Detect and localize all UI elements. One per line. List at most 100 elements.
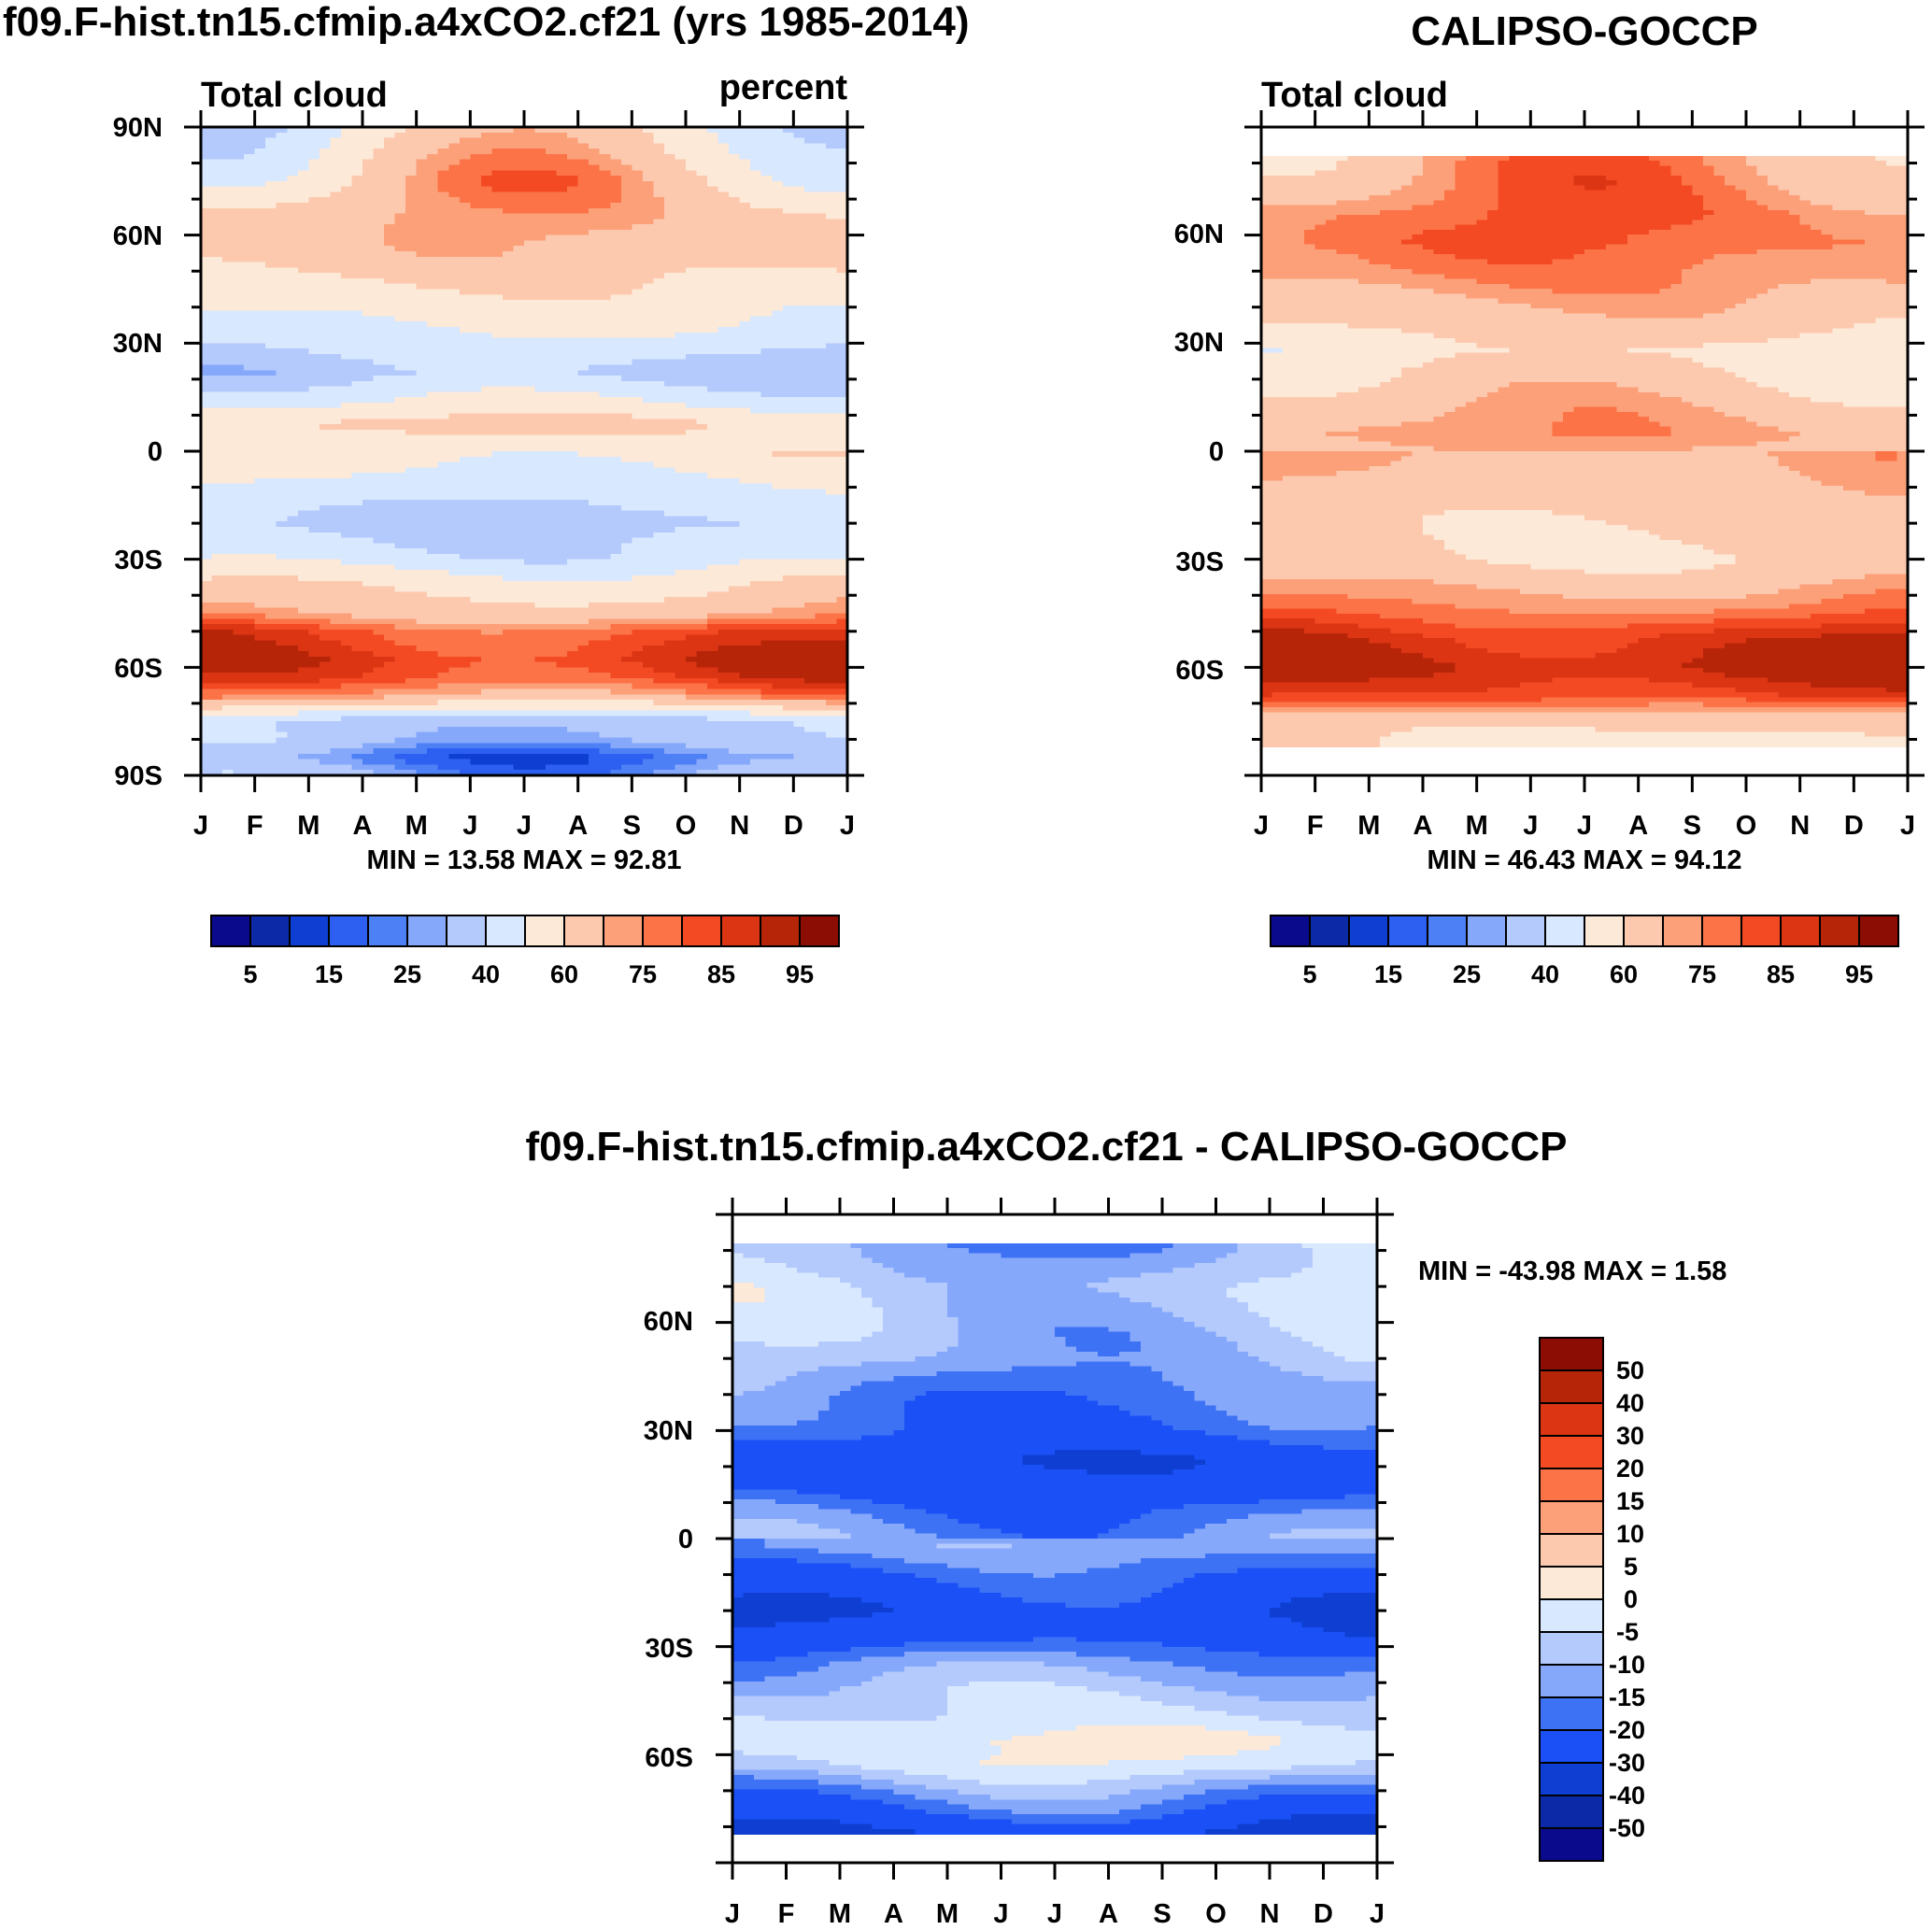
contour-cell bbox=[589, 532, 600, 538]
contour-cell bbox=[578, 224, 590, 230]
contour-cell bbox=[750, 532, 761, 538]
contour-cell bbox=[750, 381, 761, 387]
contour-cell bbox=[653, 257, 664, 263]
contour-cell bbox=[686, 414, 697, 419]
contour-cell bbox=[201, 311, 212, 317]
contour-cell bbox=[427, 516, 438, 521]
contour-cell bbox=[804, 532, 816, 538]
contour-cell bbox=[481, 527, 492, 532]
contour-cell bbox=[265, 251, 277, 257]
contour-cell bbox=[546, 430, 557, 435]
contour-cell bbox=[707, 397, 718, 403]
contour-cell bbox=[201, 424, 212, 430]
contour-cell bbox=[320, 554, 331, 560]
contour-cell bbox=[491, 257, 503, 263]
contour-cell bbox=[341, 391, 352, 397]
contour-cell bbox=[438, 414, 449, 419]
contour-cell bbox=[438, 143, 449, 149]
contour-cell bbox=[384, 370, 395, 376]
contour-cell bbox=[298, 484, 309, 490]
contour-cell bbox=[513, 311, 524, 317]
contour-cell bbox=[287, 435, 298, 441]
contour-cell bbox=[438, 278, 449, 284]
contour-cell bbox=[265, 397, 277, 403]
contour-cell bbox=[448, 230, 460, 235]
contour-cell bbox=[610, 278, 621, 284]
contour-cell bbox=[686, 467, 697, 473]
contour-cell bbox=[234, 554, 245, 560]
contour-cell bbox=[460, 300, 471, 305]
contour-cell bbox=[460, 451, 471, 457]
contour-cell bbox=[470, 311, 481, 317]
contour-cell bbox=[826, 133, 837, 138]
contour-cell bbox=[783, 527, 794, 532]
contour-cell bbox=[589, 376, 600, 381]
contour-cell bbox=[653, 230, 664, 235]
contour-cell bbox=[707, 197, 718, 203]
contour-cell bbox=[653, 408, 664, 414]
contour-cell bbox=[255, 408, 266, 414]
contour-cell bbox=[815, 284, 826, 290]
contour-cell bbox=[686, 543, 697, 548]
contour-cell bbox=[524, 403, 535, 408]
contour-cell bbox=[664, 451, 675, 457]
contour-cell bbox=[783, 462, 794, 468]
contour-cell bbox=[686, 348, 697, 354]
contour-cell bbox=[405, 500, 417, 505]
contour-cell bbox=[804, 462, 816, 468]
contour-cell bbox=[222, 187, 234, 192]
contour-cell bbox=[470, 516, 481, 521]
contour-cell bbox=[320, 446, 331, 451]
contour-cell bbox=[460, 154, 471, 160]
contour-cell bbox=[460, 354, 471, 360]
contour-cell bbox=[707, 419, 718, 424]
contour-cell bbox=[362, 290, 374, 295]
contour-cell bbox=[524, 294, 535, 300]
contour-cell bbox=[546, 408, 557, 414]
contour-cell bbox=[212, 354, 223, 360]
contour-cell bbox=[448, 564, 460, 570]
contour-cell bbox=[643, 516, 654, 521]
contour-cell bbox=[621, 160, 632, 165]
contour-cell bbox=[740, 197, 751, 203]
contour-cell bbox=[653, 381, 664, 387]
contour-cell bbox=[330, 284, 341, 290]
contour-cell bbox=[675, 360, 686, 365]
contour-cell bbox=[470, 160, 481, 165]
contour-cell bbox=[535, 164, 547, 170]
contour-cell bbox=[384, 149, 395, 154]
contour-cell bbox=[427, 548, 438, 554]
contour-cell bbox=[362, 424, 374, 430]
contour-cell bbox=[793, 251, 804, 257]
contour-cell bbox=[298, 478, 309, 484]
contour-cell bbox=[826, 305, 837, 311]
contour-cell bbox=[535, 267, 547, 273]
contour-cell bbox=[610, 543, 621, 548]
contour-cell bbox=[664, 473, 675, 478]
contour-cell bbox=[578, 511, 590, 517]
contour-cell bbox=[244, 554, 255, 560]
contour-cell bbox=[320, 440, 331, 446]
contour-cell bbox=[341, 224, 352, 230]
contour-cell bbox=[351, 451, 362, 457]
contour-cell bbox=[298, 257, 309, 263]
contour-cell bbox=[427, 251, 438, 257]
contour-cell bbox=[740, 370, 751, 376]
contour-cell bbox=[320, 387, 331, 392]
contour-cell bbox=[567, 403, 578, 408]
contour-cell bbox=[804, 521, 816, 527]
contour-cell bbox=[826, 343, 837, 348]
contour-cell bbox=[351, 208, 362, 214]
contour-cell bbox=[697, 294, 708, 300]
contour-cell bbox=[610, 240, 621, 246]
contour-cell bbox=[481, 478, 492, 484]
contour-cell bbox=[330, 294, 341, 300]
contour-cell bbox=[610, 430, 621, 435]
contour-cell bbox=[384, 387, 395, 392]
contour-cell bbox=[460, 290, 471, 295]
contour-cell bbox=[320, 327, 331, 333]
contour-cell bbox=[826, 424, 837, 430]
contour-cell bbox=[707, 370, 718, 376]
contour-cell bbox=[718, 246, 730, 251]
contour-cell bbox=[222, 494, 234, 500]
